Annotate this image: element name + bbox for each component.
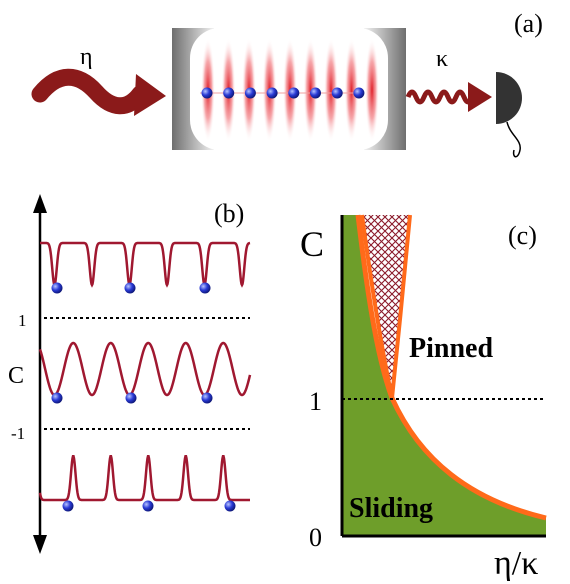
emission-wave-arrow-icon <box>405 82 492 112</box>
hatched-region <box>362 215 410 398</box>
atom <box>201 87 213 99</box>
panel-c: (c) C 1 0 η/κ Pinned Sliding <box>300 214 547 582</box>
panel-c-label: (c) <box>508 221 537 250</box>
potential-curve-top <box>40 241 251 288</box>
sliding-region <box>342 215 546 536</box>
pinned-label: Pinned <box>409 333 493 364</box>
y-tick-1: 1 <box>309 387 322 416</box>
tick-lower: -1 <box>11 424 25 443</box>
panel-b-atoms <box>51 282 236 512</box>
atom <box>244 87 256 99</box>
atom <box>224 500 236 512</box>
atom <box>266 87 278 99</box>
atom <box>310 87 321 99</box>
standing-wave-antinode <box>365 38 379 142</box>
panel-b-axis-label: C <box>8 363 24 389</box>
atom-chain <box>201 87 365 99</box>
panel-b: (b) C 1 -1 <box>8 194 252 554</box>
atom <box>223 87 235 99</box>
panel-a: (a) η κ <box>31 9 543 158</box>
detector-icon <box>496 72 522 158</box>
panel-a-label: (a) <box>514 9 543 38</box>
y-axis-label: C <box>300 224 324 264</box>
loss-symbol: κ <box>436 46 448 72</box>
atom <box>62 500 74 512</box>
cavity-icon <box>172 28 406 150</box>
atom <box>201 392 213 404</box>
atom <box>331 87 343 99</box>
atom <box>142 500 154 512</box>
atom <box>199 282 211 294</box>
atom <box>125 392 137 404</box>
atom <box>51 392 63 404</box>
y-tick-0: 0 <box>309 523 322 552</box>
c-axis-arrow-down-icon <box>33 535 47 554</box>
pump-wave-arrow-icon <box>31 68 166 116</box>
atom <box>288 87 300 99</box>
sliding-label: Sliding <box>349 493 433 524</box>
panel-b-label: (b) <box>214 199 244 228</box>
atom <box>124 282 136 294</box>
atom <box>51 282 63 294</box>
standing-wave-antinode <box>303 38 318 142</box>
potential-curve-middle <box>38 341 252 397</box>
standing-wave-antinode <box>324 38 338 142</box>
pump-symbol: η <box>80 44 93 70</box>
standing-wave-antinode <box>344 38 359 142</box>
x-axis-label: η/κ <box>494 545 538 582</box>
atom <box>353 87 365 99</box>
potential-curve-bottom <box>38 455 250 502</box>
c-axis-arrow-up-icon <box>33 194 47 213</box>
tick-upper: 1 <box>18 311 27 330</box>
